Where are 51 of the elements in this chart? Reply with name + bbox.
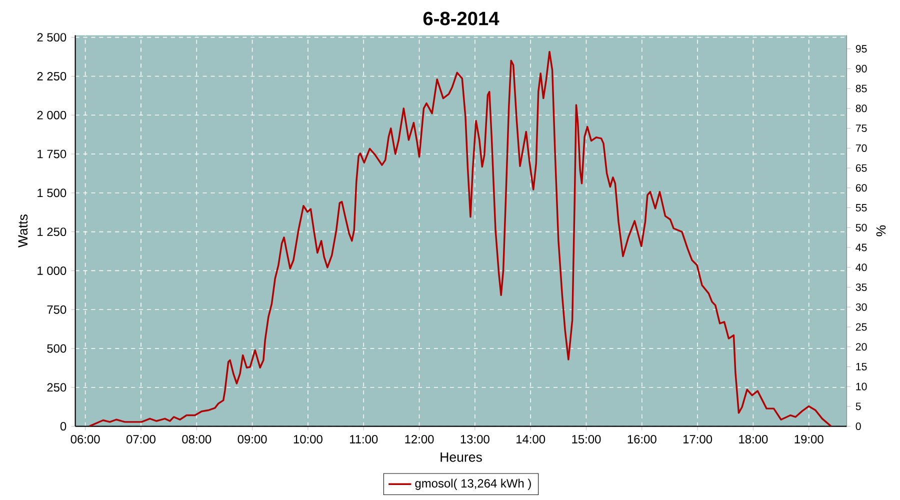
y-tick-label: 1 500 <box>38 188 66 198</box>
chart-title: 6-8-2014 <box>423 12 500 26</box>
y-tick-label: 1 000 <box>38 266 66 275</box>
y2-tick-label: 5 <box>856 402 861 410</box>
y2-tick-label: 30 <box>856 303 867 311</box>
y2-tick-label: 90 <box>856 64 867 72</box>
y2-tick-label: 75 <box>856 124 867 132</box>
y-tick-label: 1 250 <box>38 228 66 236</box>
x-tick-label: 14:00 <box>516 434 546 444</box>
y2-tick-label: 20 <box>856 343 867 351</box>
y2-tick-label: 15 <box>856 362 867 370</box>
y-tick-label: 500 <box>47 344 66 353</box>
y-tick-label: 2 000 <box>37 110 66 120</box>
y-tick-label: 0 <box>60 422 66 431</box>
y2-tick-label: 0 <box>856 422 861 430</box>
y-tick-label: 750 <box>47 305 66 314</box>
y2-tick-label: 65 <box>856 164 867 172</box>
x-tick-label: 18:00 <box>739 434 768 444</box>
y2-tick-label: 10 <box>856 382 867 390</box>
x-tick-label: 09:00 <box>238 434 267 444</box>
x-axis-title: Heures <box>440 452 482 462</box>
y2-tick-label: 45 <box>856 244 867 252</box>
x-tick-label: 08:00 <box>182 434 212 444</box>
x-tick-label: 15:00 <box>572 434 601 444</box>
y-tick-label: 2 250 <box>37 72 66 80</box>
y2-tick-label: 35 <box>856 283 867 291</box>
y-axis-title: Watts <box>18 214 28 248</box>
y2-tick-label: 60 <box>856 184 867 192</box>
x-tick-label: 07:00 <box>126 434 156 444</box>
y2-tick-label: 40 <box>856 264 867 272</box>
x-tick-label: 16:00 <box>628 434 656 444</box>
y2-tick-label: 80 <box>856 104 867 112</box>
y2-tick-label: 95 <box>856 45 867 53</box>
x-tick-label: 13:00 <box>460 434 490 444</box>
x-tick-label: 17:00 <box>684 434 712 444</box>
line-series <box>88 50 832 426</box>
x-tick-label: 19:00 <box>794 434 824 444</box>
y2-tick-label: 25 <box>856 323 867 331</box>
x-tick-label: 10:00 <box>294 434 322 444</box>
y-tick-label: 250 <box>47 383 66 392</box>
y-tick-label: 2 500 <box>37 33 66 42</box>
x-tick-label: 12:00 <box>405 434 434 444</box>
x-tick-label: 11:00 <box>350 434 378 444</box>
y2-tick-label: 85 <box>856 84 867 92</box>
y2-axis-title: % <box>876 225 886 236</box>
y2-tick-label: 50 <box>856 224 867 232</box>
y2-tick-label: 55 <box>856 204 867 212</box>
y-tick-label: 1 750 <box>38 150 66 158</box>
x-tick-label: 06:00 <box>70 434 100 444</box>
y2-tick-label: 70 <box>856 144 867 152</box>
legend-label: gmosol( 13,264 kWh ) <box>415 478 531 490</box>
